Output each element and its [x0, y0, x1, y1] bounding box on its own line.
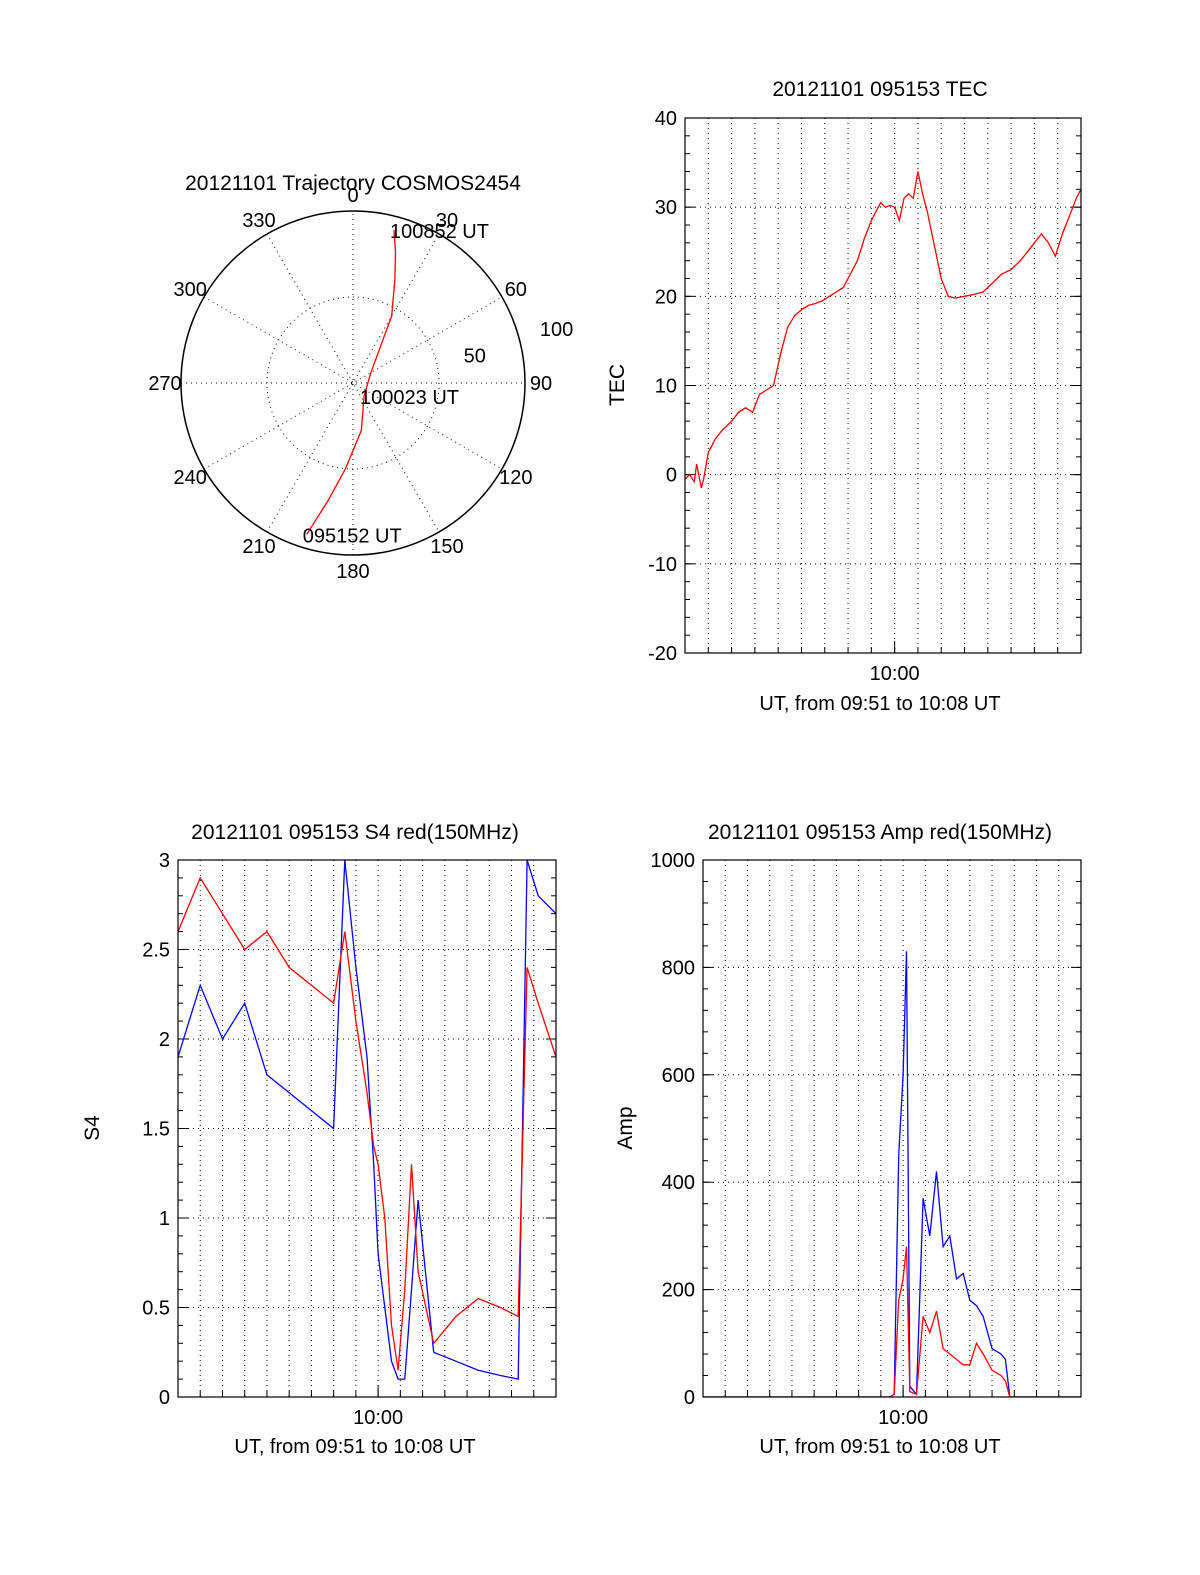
y-tick-label: 1.5	[142, 1119, 170, 1141]
plot-frame	[684, 117, 1082, 654]
polar-spoke	[203, 296, 503, 470]
polar-annotations: 100852 UT 100023 UT 095152 UT	[303, 221, 489, 547]
polar-annotation: 100023 UT	[360, 387, 459, 409]
y-tick-label: 10	[655, 376, 677, 398]
polar-angle-label: 120	[499, 467, 532, 489]
tec-ylabel: TEC	[606, 364, 629, 406]
y-tick-label: 2.5	[142, 940, 170, 962]
y-tick-label: 200	[662, 1280, 695, 1302]
polar-angle-label: 330	[242, 210, 275, 232]
tec-panel: 20121101 095153 TEC TEC UT, from 09:51 t…	[606, 78, 1082, 715]
plot-frame	[702, 859, 1082, 1398]
polar-track-line	[306, 230, 397, 535]
polar-radius-label: 50	[464, 345, 486, 367]
series-line	[703, 1246, 1081, 1397]
polar-angle-label: 210	[242, 536, 275, 558]
polar-annotation: 095152 UT	[303, 525, 402, 547]
tec-xlabel: UT, from 09:51 to 10:08 UT	[759, 693, 1000, 715]
x-tick-label: 10:00	[353, 1407, 403, 1429]
polar-angle-label: 90	[530, 373, 552, 395]
y-tick-label: 800	[662, 957, 695, 979]
polar-spoke	[266, 233, 440, 533]
polar-angle-label: 270	[148, 373, 181, 395]
polar-grid	[181, 211, 525, 555]
y-tick-label: 0.5	[142, 1298, 170, 1320]
polar-angle-label: 150	[430, 536, 463, 558]
polar-spoke	[266, 233, 440, 533]
y-tick-label: 2	[159, 1029, 170, 1051]
y-tick-label: 1	[159, 1208, 170, 1230]
y-tick-label: 40	[655, 108, 677, 130]
polar-radius-label: 100	[540, 319, 573, 341]
s4-ylabel: S4	[81, 1115, 104, 1141]
series-line	[703, 951, 1081, 1397]
amp-panel: 20121101 095153 Amp red(150MHz) Amp UT, …	[614, 821, 1082, 1458]
polar-annotation: 100852 UT	[390, 221, 489, 243]
s4-panel: 20121101 095153 S4 red(150MHz) S4 UT, fr…	[81, 821, 557, 1458]
y-tick-label: 0	[666, 465, 677, 487]
y-tick-label: 0	[684, 1387, 695, 1409]
polar-angle-label: 60	[505, 279, 527, 301]
y-tick-label: 1000	[651, 850, 696, 872]
y-tick-label: 30	[655, 197, 677, 219]
x-tick-label: 10:00	[878, 1407, 928, 1429]
y-tick-label: -10	[648, 554, 677, 576]
polar-angle-label: 300	[173, 279, 206, 301]
polar-angle-label: 0	[347, 185, 358, 207]
series-line	[178, 860, 556, 1380]
polar-angle-label: 240	[173, 467, 206, 489]
polar-radius-labels: 50 100	[464, 319, 574, 368]
polar-angle-label: 30	[436, 210, 458, 232]
amp-xlabel: UT, from 09:51 to 10:08 UT	[759, 1436, 1000, 1458]
y-tick-label: -20	[648, 643, 677, 665]
y-tick-label: 3	[159, 850, 170, 872]
y-tick-label: 0	[159, 1387, 170, 1409]
polar-inner-ring	[266, 296, 440, 470]
s4-title: 20121101 095153 S4 red(150MHz)	[191, 821, 519, 844]
y-tick-label: 600	[662, 1065, 695, 1087]
plot-frame	[177, 859, 557, 1398]
series-line	[178, 876, 556, 1371]
y-tick-label: 400	[662, 1172, 695, 1194]
polar-outer-ring	[180, 210, 526, 556]
x-tick-label: 10:00	[870, 663, 920, 685]
tec-title: 20121101 095153 TEC	[772, 78, 987, 101]
amp-title: 20121101 095153 Amp red(150MHz)	[708, 821, 1052, 844]
y-tick-label: 20	[655, 286, 677, 308]
polar-title: 20121101 Trajectory COSMOS2454	[185, 172, 521, 195]
s4-xlabel: UT, from 09:51 to 10:08 UT	[234, 1436, 475, 1458]
polar-angle-labels: 0 30 60 90 120 150 180 210 240 270 300 330	[148, 185, 552, 583]
polar-track	[306, 230, 397, 535]
polar-angle-label: 180	[336, 561, 369, 583]
polar-spoke	[203, 296, 503, 470]
amp-ylabel: Amp	[614, 1106, 637, 1149]
series-line	[685, 171, 1081, 489]
polar-trajectory-panel: 20121101 Trajectory COSMOS2454 0 30 60 90 12…	[148, 172, 573, 583]
